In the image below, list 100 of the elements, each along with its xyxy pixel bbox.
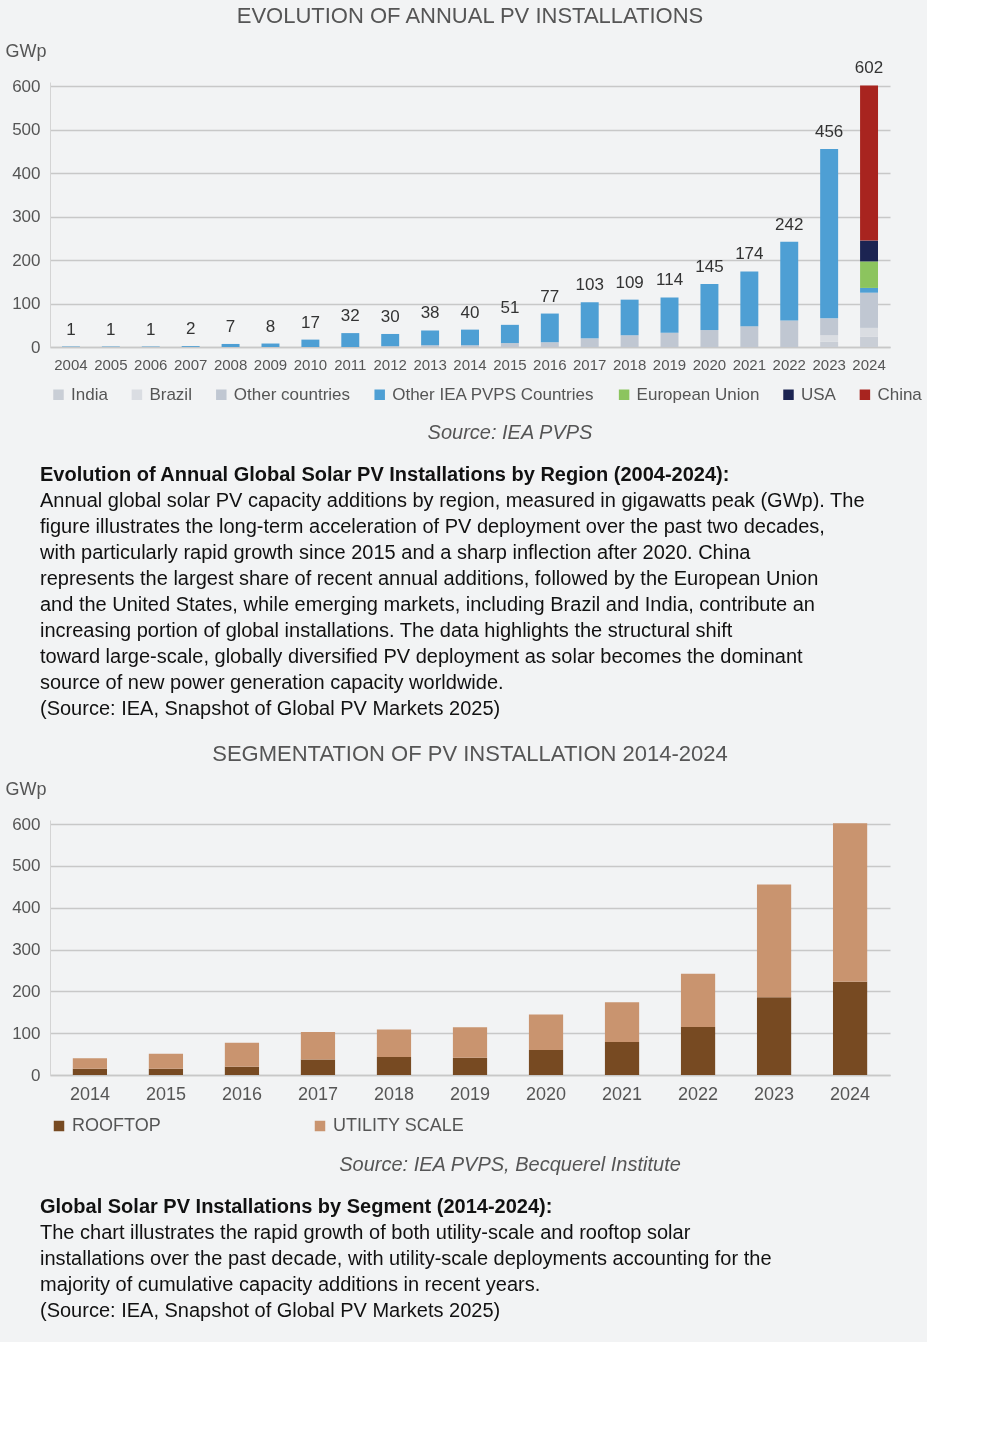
bar xyxy=(224,1066,260,1075)
text: Evolution of Annual Global Solar PV Installations by Region (2004-2024): xyxy=(40,463,730,485)
x-tick-label: 2015 xyxy=(145,1083,186,1104)
bar xyxy=(528,1049,564,1075)
bar xyxy=(660,297,679,333)
x-tick-label: 2020 xyxy=(692,355,727,373)
total-label: 2 xyxy=(185,319,196,339)
legend-label: China xyxy=(877,384,923,404)
x-tick-label: 2012 xyxy=(373,355,407,373)
x-tick-label: 2013 xyxy=(413,355,447,373)
total-label: 40 xyxy=(460,302,480,322)
total-label: 109 xyxy=(615,272,644,292)
text: (Source: IEA, Snapshot of Global PV Markets 2025) xyxy=(40,697,501,719)
y-tick-label: 0 xyxy=(31,1065,41,1085)
bar xyxy=(500,324,519,344)
bar xyxy=(452,1027,488,1058)
x-tick-label: 2015 xyxy=(493,355,527,373)
bar xyxy=(780,241,799,321)
bar xyxy=(461,329,479,346)
bar xyxy=(832,823,868,982)
x-tick-label: 2024 xyxy=(852,355,886,373)
x-tick-label: 2024 xyxy=(830,1083,871,1104)
y-tick-label: 600 xyxy=(12,76,41,96)
bar xyxy=(452,1057,488,1075)
x-tick-label: 2016 xyxy=(533,355,567,373)
bar xyxy=(72,1058,108,1069)
x-tick-label: 2018 xyxy=(612,355,647,373)
total-label: 1 xyxy=(66,319,76,339)
bar xyxy=(604,1041,640,1075)
x-tick-label: 2011 xyxy=(334,355,367,373)
x-tick-label: 2023 xyxy=(812,355,846,373)
y-tick-label: 500 xyxy=(12,856,41,876)
x-tick-label: 2004 xyxy=(54,355,88,373)
legend-label: UTILITY SCALE xyxy=(333,1115,464,1135)
x-tick-label: 2022 xyxy=(678,1083,719,1104)
bar xyxy=(376,1057,412,1075)
y-axis-title: GWp xyxy=(5,778,47,799)
total-label: 7 xyxy=(225,316,236,336)
x-tick-label: 2006 xyxy=(134,355,168,373)
legend-label: Other IEA PVPS Countries xyxy=(392,384,594,404)
bar xyxy=(700,284,719,331)
bar xyxy=(820,341,839,347)
y-tick-label: 500 xyxy=(12,120,41,140)
x-tick-label: 2005 xyxy=(94,355,128,373)
bar xyxy=(680,1026,716,1075)
total-label: 1 xyxy=(106,319,116,339)
total-label: 32 xyxy=(340,306,360,326)
total-label: 456 xyxy=(814,121,844,141)
total-label: 145 xyxy=(695,257,724,277)
legend-label: India xyxy=(71,384,109,404)
x-tick-label: 2009 xyxy=(253,355,288,373)
y-tick-label: 400 xyxy=(12,898,41,918)
bar xyxy=(381,333,400,347)
bar xyxy=(860,261,879,288)
bar xyxy=(148,1053,184,1069)
bar xyxy=(756,997,792,1075)
bar xyxy=(580,302,599,339)
bar xyxy=(620,299,639,336)
bar xyxy=(301,339,320,347)
total-label: 103 xyxy=(575,275,604,295)
bar xyxy=(860,336,879,347)
y-tick-label: 0 xyxy=(31,337,41,357)
y-tick-label: 400 xyxy=(12,163,41,183)
legend-label: Brazil xyxy=(149,384,192,404)
x-tick-label: 2023 xyxy=(754,1083,795,1104)
x-tick-label: 2019 xyxy=(652,355,687,373)
legend-label: USA xyxy=(801,384,837,404)
x-tick-label: 2022 xyxy=(772,355,806,373)
y-tick-label: 600 xyxy=(12,814,41,834)
bar xyxy=(540,313,559,343)
total-label: 30 xyxy=(380,306,400,326)
text: Annual global solar PV capacity additions by region, measured in gigawatts peak (GWp). The figure illustrates the long-term acceleration of PV deployment over the past two decades, with particularly rapid growth since 2015 and a sharp inflection after 2020. China represents the largest share of recent annual additions, followed by the European Union and the United States, while emerging markets, including Brazil and India, contribute an increasing portion of global installations. The data highlights the structural shift toward large-scale, globally diversified PV deployment as solar becomes the dominant source of new power generation capacity worldwide. xyxy=(39,489,865,693)
x-tick-label: 2014 xyxy=(69,1083,110,1104)
text: (Source: IEA, Snapshot of Global PV Markets 2025) xyxy=(40,1299,501,1321)
bar xyxy=(72,1068,108,1075)
legend-label: ROOFTOP xyxy=(72,1115,161,1135)
bar xyxy=(148,1068,184,1075)
bar xyxy=(680,973,716,1027)
x-tick-label: 2021 xyxy=(602,1083,643,1104)
bar xyxy=(421,330,440,346)
source-note: Source: IEA PVPS, Becquerel Institute xyxy=(339,1153,681,1175)
x-tick-label: 2010 xyxy=(293,355,328,373)
total-label: 242 xyxy=(775,214,804,234)
bar xyxy=(376,1029,412,1058)
text: Global Solar PV Installations by Segment (2014-2024): xyxy=(40,1195,553,1217)
x-tick-label: 2007 xyxy=(173,355,208,373)
bar xyxy=(820,335,839,342)
legend-label: European Union xyxy=(636,384,760,404)
x-tick-label: 2017 xyxy=(297,1083,338,1104)
x-tick-label: 2021 xyxy=(732,355,767,373)
bar xyxy=(860,85,879,241)
x-tick-label: 2019 xyxy=(449,1083,491,1104)
x-tick-label: 2020 xyxy=(525,1083,567,1104)
y-tick-label: 200 xyxy=(12,250,41,270)
bar xyxy=(528,1014,564,1050)
bar xyxy=(740,271,759,327)
bar xyxy=(300,1059,336,1075)
bar xyxy=(604,1002,640,1042)
bar xyxy=(300,1031,336,1060)
bar xyxy=(756,884,792,998)
